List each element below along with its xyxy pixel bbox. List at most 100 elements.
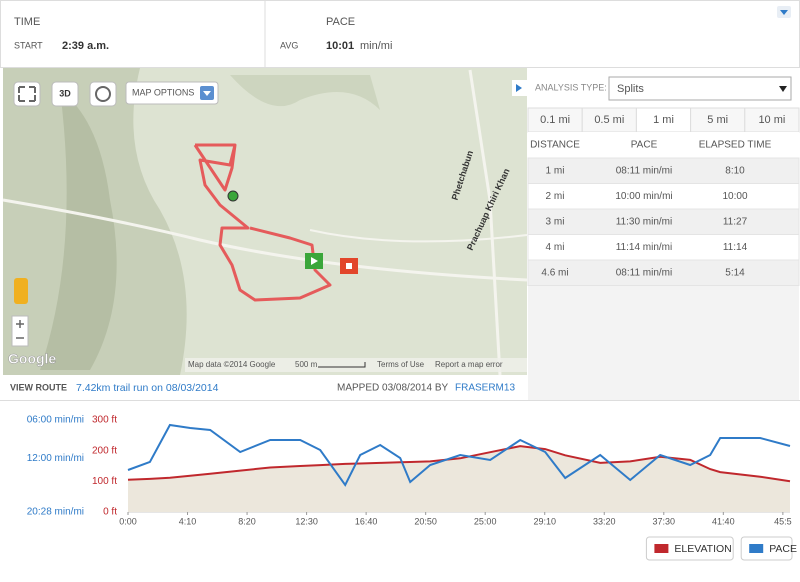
table-cell: 08:11 min/mi (616, 268, 673, 279)
table-row (527, 208, 800, 235)
tabs: 0.1 mi 0.5 mi 1 mi 5 mi 10 mi (527, 107, 800, 133)
attribution: Map data ©2014 Google (188, 360, 276, 369)
tab-label: 10 mi (758, 114, 785, 126)
chart: 0 ft 100 ft 200 ft 300 ft 06:00 min/mi 12:00 … (27, 415, 797, 561)
series-line (127, 423, 791, 487)
street-view[interactable] (14, 278, 28, 304)
table-cell: 11:30 min/mi (616, 217, 673, 228)
avg-unit: min/mi (360, 40, 392, 52)
table-header (528, 132, 799, 158)
start-icon (311, 257, 318, 265)
table-cell: 1 mi (546, 166, 565, 177)
x-tick-label: 0:00 (119, 516, 137, 526)
fullscreen-icon (18, 86, 36, 102)
scale-label: 500 m (295, 360, 318, 369)
legend-swatch (749, 544, 764, 553)
series-line (127, 445, 791, 483)
road (309, 229, 528, 243)
y-tick-label: 100 ft (92, 476, 117, 487)
select-arrow (779, 86, 787, 92)
start-value: 2:39 a.m. (62, 40, 109, 52)
time-label: TIME (14, 16, 40, 28)
route-user[interactable]: FRASERM13 (455, 383, 515, 394)
view-route-label: VIEW ROUTE (10, 382, 67, 392)
column-header: ELAPSED TIME (699, 140, 772, 151)
y-tick-label: 300 ft (92, 415, 117, 426)
tab[interactable] (635, 107, 692, 133)
dropdown-arrow (203, 91, 211, 96)
x-tick-label: 33:20 (593, 516, 616, 526)
avg-label: AVG (280, 40, 298, 50)
table-cell: 10:00 (722, 191, 747, 202)
rotate-button[interactable] (89, 81, 117, 107)
3d-button[interactable] (51, 81, 79, 107)
panel-toggle-icon (516, 84, 522, 92)
table-row (527, 183, 800, 210)
x-tick-label: 45:5 (774, 516, 792, 526)
pace-label: PACE (326, 16, 355, 28)
map-options-button[interactable] (125, 81, 219, 105)
legend-item[interactable] (740, 536, 793, 561)
x-tick-label: 37:30 (653, 516, 676, 526)
route-bar (3, 376, 527, 400)
google-logo: Google (8, 351, 56, 367)
table-cell: 3 mi (546, 217, 565, 228)
y2-tick-label: 12:00 min/mi (27, 453, 84, 464)
fullscreen-button[interactable] (13, 81, 41, 107)
y-tick-label: 0 ft (103, 507, 117, 518)
table-row (527, 234, 800, 261)
table-cell: 11:27 (723, 217, 748, 228)
table-row (527, 259, 800, 286)
tab-label: 0.1 mi (540, 114, 570, 126)
table-cell: 11:14 min/mi (616, 242, 673, 253)
map[interactable]: 3D MAP OPTIONS Phetchabun Prachuap Khiri… (2, 68, 528, 376)
x-tick-label: 8:20 (238, 516, 256, 526)
y2-tick-label: 06:00 min/mi (27, 415, 84, 426)
table-cell: 08:11 min/mi (616, 166, 673, 177)
table-cell: 5:14 (725, 268, 745, 279)
collapse-icon (780, 10, 788, 15)
tab-label: 1 mi (653, 114, 674, 126)
route-title[interactable]: 7.42km trail run on 08/03/2014 (76, 382, 219, 394)
x-tick-label: 41:40 (712, 516, 735, 526)
table-cell: 2 mi (546, 191, 565, 202)
avg-value: 10:01 (326, 40, 354, 52)
terrain (230, 75, 380, 110)
column-header: PACE (631, 140, 658, 151)
table-cell: 11:14 (723, 242, 748, 253)
legend-item[interactable] (645, 536, 734, 561)
attribution-bar (185, 358, 527, 372)
analysis-selected: Splits (617, 83, 644, 95)
x-tick-label: 20:50 (414, 516, 437, 526)
legend-label: PACE (769, 543, 797, 555)
y-tick-label: 200 ft (92, 445, 117, 456)
zoom-icons (16, 320, 24, 339)
x-tick-label: 25:00 (474, 516, 497, 526)
x-tick-label: 29:10 (533, 516, 556, 526)
x-tick-label: 16:40 (355, 516, 378, 526)
y2-tick-label: 20:28 min/mi (27, 507, 84, 518)
terms-link[interactable]: Terms of Use (377, 360, 425, 369)
header (0, 0, 800, 68)
table-cell: 10:00 min/mi (615, 191, 672, 202)
column-header: DISTANCE (530, 140, 580, 151)
table-cell: 8:10 (725, 166, 745, 177)
3d-label: 3D (59, 88, 71, 98)
tab-label: 5 mi (707, 114, 728, 126)
splits-table: DISTANCE PACE ELAPSED TIME 1 mi 08:11 min/mi… (527, 132, 800, 286)
analysis-select[interactable] (608, 76, 792, 101)
tab-label: 0.5 mi (594, 114, 624, 126)
tab[interactable] (690, 107, 746, 133)
legend-swatch (654, 544, 669, 553)
x-tick-label: 4:10 (179, 516, 197, 526)
analysis-type-label: ANALYSIS TYPE: (535, 82, 607, 92)
terrain (40, 90, 117, 370)
report-link[interactable]: Report a map error (435, 360, 503, 369)
table-cell: 4 mi (546, 242, 565, 253)
x-tick-label: 12:30 (295, 516, 318, 526)
table-cell: 4.6 mi (541, 268, 568, 279)
map-options-label: MAP OPTIONS (132, 87, 194, 97)
legend-label: ELEVATION (674, 543, 731, 555)
